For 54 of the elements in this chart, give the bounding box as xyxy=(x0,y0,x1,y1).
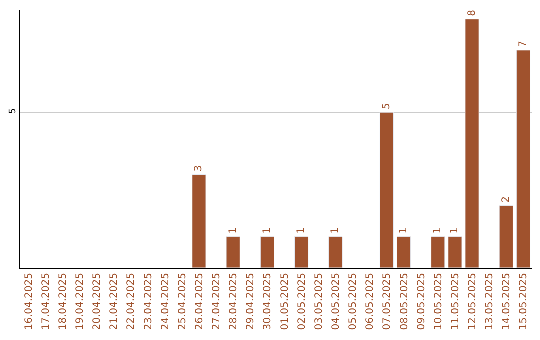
x-tick-label: 30.04.2025 xyxy=(262,273,274,330)
x-tick-label: 09.05.2025 xyxy=(416,273,428,330)
bar xyxy=(448,236,462,268)
x-tick-label: 19.04.2025 xyxy=(74,273,86,330)
bar xyxy=(396,236,412,268)
x-tick-label: 26.04.2025 xyxy=(194,273,206,330)
x-tick-label: 07.05.2025 xyxy=(382,273,394,330)
x-tick-label: 23.04.2025 xyxy=(143,273,154,330)
x-tick-label: 02.05.2025 xyxy=(296,273,308,330)
x-tick-label: 01.05.2025 xyxy=(280,273,291,330)
bar xyxy=(294,236,309,268)
x-tick-label: 13.05.2025 xyxy=(484,273,496,330)
x-tick-label: 14.05.2025 xyxy=(502,273,513,330)
x-tick-label: 22.04.2025 xyxy=(126,273,138,330)
x-tick-label: 06.05.2025 xyxy=(365,273,376,330)
x-tick-label: 12.05.2025 xyxy=(468,273,479,330)
data-label: 2 xyxy=(500,196,512,203)
bar xyxy=(380,112,394,268)
x-tick-label: 28.04.2025 xyxy=(228,273,240,330)
data-label: 1 xyxy=(296,228,308,234)
data-label: 1 xyxy=(450,228,461,234)
x-tick-label: 11.05.2025 xyxy=(450,273,462,330)
x-tick-label: 27.04.2025 xyxy=(212,273,223,330)
bar xyxy=(260,236,275,268)
bar xyxy=(226,236,240,268)
x-tick-label: 17.04.2025 xyxy=(40,273,52,330)
x-tick-label: 25.04.2025 xyxy=(177,273,188,330)
x-tick-label: 24.04.2025 xyxy=(160,273,172,330)
x-tick-label: 03.05.2025 xyxy=(314,273,325,330)
bar xyxy=(465,19,480,268)
x-tick-label: 21.04.2025 xyxy=(109,273,120,330)
x-tick-label: 29.04.2025 xyxy=(246,273,257,330)
x-tick-label: 08.05.2025 xyxy=(399,273,410,330)
data-label: 1 xyxy=(330,228,342,234)
data-label: 7 xyxy=(518,41,529,48)
x-tick-label: 18.04.2025 xyxy=(58,273,69,330)
x-tick-label: 20.04.2025 xyxy=(92,273,104,330)
data-label: 1 xyxy=(228,228,239,234)
data-label: 8 xyxy=(466,10,478,16)
bar xyxy=(499,206,514,268)
data-label: 1 xyxy=(432,228,444,234)
bar xyxy=(431,236,446,268)
x-tick-label: 05.05.2025 xyxy=(348,273,360,330)
x-tick-label: 16.04.2025 xyxy=(24,273,35,330)
data-label: 1 xyxy=(262,228,273,234)
bar xyxy=(192,174,206,268)
bar xyxy=(328,236,343,268)
x-tick-label: 04.05.2025 xyxy=(330,273,342,330)
x-tick-label: 10.05.2025 xyxy=(433,273,444,330)
data-label: 5 xyxy=(381,103,392,110)
x-tick-label: 15.05.2025 xyxy=(518,273,530,330)
data-label: 1 xyxy=(398,228,410,234)
data-label: 3 xyxy=(194,165,205,172)
bar xyxy=(516,50,531,268)
